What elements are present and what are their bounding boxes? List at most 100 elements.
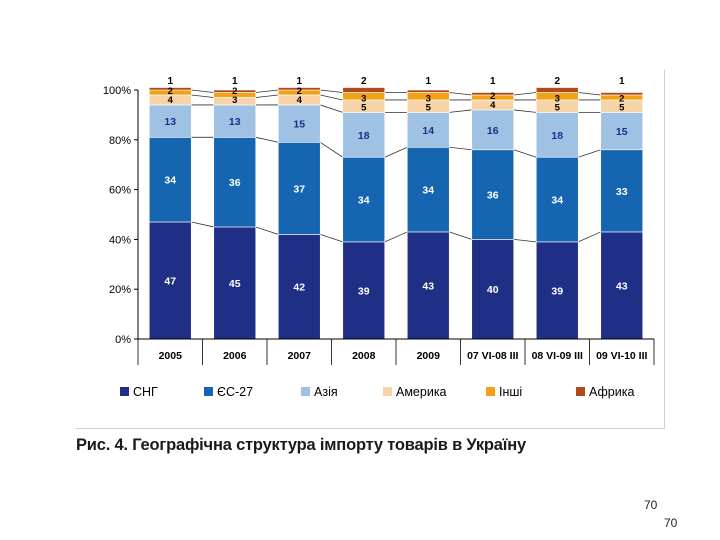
data-label: 1 bbox=[232, 76, 238, 87]
y-tick-label: 80% bbox=[109, 135, 131, 147]
data-label: 13 bbox=[229, 116, 241, 128]
connector-line bbox=[255, 89, 279, 93]
bar-segment bbox=[600, 112, 644, 151]
bar-segment bbox=[535, 156, 579, 243]
y-tick-label: 20% bbox=[109, 284, 131, 296]
connector-line bbox=[513, 92, 537, 96]
legend-label: Азія bbox=[314, 385, 338, 399]
data-label: 1 bbox=[167, 76, 173, 87]
bar-segment bbox=[213, 226, 257, 340]
bar-segment bbox=[600, 149, 644, 233]
connector-line bbox=[384, 146, 408, 158]
bar-segment bbox=[600, 92, 644, 96]
bar-segment bbox=[148, 104, 192, 138]
legend-swatch bbox=[486, 387, 495, 396]
bar-segment bbox=[148, 137, 192, 223]
bar-segment bbox=[406, 146, 450, 233]
data-label: 3 bbox=[555, 93, 560, 104]
connector-line bbox=[191, 89, 214, 93]
connector-line bbox=[449, 109, 472, 113]
bar-segment bbox=[342, 112, 386, 158]
data-label: 1 bbox=[296, 76, 302, 87]
data-label: 43 bbox=[422, 280, 434, 292]
legend-swatch bbox=[301, 387, 310, 396]
data-label: 2 bbox=[297, 86, 302, 97]
bar-segment bbox=[471, 109, 515, 151]
connector-line bbox=[191, 94, 214, 98]
bar-segment bbox=[535, 241, 579, 340]
data-label: 2 bbox=[232, 86, 237, 97]
bar-segment bbox=[148, 221, 192, 340]
bar-segment bbox=[213, 104, 257, 138]
bar-segment bbox=[535, 112, 579, 158]
data-label: 39 bbox=[551, 285, 563, 297]
legend-label: СНГ bbox=[133, 385, 158, 399]
legend-swatch bbox=[120, 387, 129, 396]
data-label: 36 bbox=[487, 190, 499, 202]
data-label: 34 bbox=[422, 185, 434, 197]
page-number: 70 bbox=[644, 498, 658, 512]
data-label: 37 bbox=[293, 183, 305, 195]
data-label: 40 bbox=[487, 284, 499, 296]
data-label: 15 bbox=[293, 119, 305, 131]
data-label: 1 bbox=[425, 76, 431, 87]
bar-segment bbox=[148, 87, 192, 91]
data-label: 2 bbox=[361, 76, 367, 87]
data-label: 34 bbox=[358, 195, 370, 207]
legend-swatch bbox=[383, 387, 392, 396]
data-label: 34 bbox=[164, 175, 176, 187]
connector-line bbox=[513, 149, 537, 158]
data-label: 4 bbox=[490, 100, 496, 111]
bar-segment bbox=[471, 149, 515, 240]
data-label: 3 bbox=[361, 93, 366, 104]
data-label: 42 bbox=[293, 282, 305, 294]
data-label: 18 bbox=[551, 130, 563, 142]
x-tick-label: 2005 bbox=[159, 350, 183, 362]
data-label: 5 bbox=[619, 102, 625, 113]
x-tick-label: 2009 bbox=[417, 350, 441, 362]
bar-segment bbox=[535, 87, 579, 93]
data-label: 5 bbox=[555, 102, 561, 113]
connector-line bbox=[449, 231, 472, 240]
data-label: 2 bbox=[554, 76, 560, 87]
data-label: 2 bbox=[168, 86, 173, 97]
connector-line bbox=[255, 226, 279, 235]
x-tick-label: 2008 bbox=[352, 350, 376, 362]
x-tick-label: 2006 bbox=[223, 350, 247, 362]
figure-caption: Рис. 4. Географічна структура імпорту то… bbox=[76, 436, 526, 454]
data-label: 4 bbox=[297, 95, 303, 106]
connector-line bbox=[255, 136, 279, 143]
connector-line bbox=[320, 234, 343, 243]
bar-segment bbox=[406, 112, 450, 148]
connector-line bbox=[320, 94, 343, 101]
connector-line bbox=[320, 104, 343, 113]
connector-line bbox=[578, 92, 601, 96]
x-tick-label: 2007 bbox=[288, 350, 312, 362]
data-label: 1 bbox=[490, 76, 496, 87]
connector-line bbox=[513, 109, 537, 113]
connector-line bbox=[578, 231, 601, 243]
connector-line bbox=[449, 92, 472, 96]
y-tick-label: 60% bbox=[109, 185, 131, 197]
data-label: 13 bbox=[164, 116, 176, 128]
chart-frame: 0% 20% 40% 60% 80% 100% 47 34 13 4 2 1 2005 45 36 13 3 2 1… bbox=[76, 70, 665, 429]
data-label: 3 bbox=[232, 95, 237, 106]
y-tick-label: 40% bbox=[109, 234, 131, 246]
data-label: 1 bbox=[619, 76, 625, 87]
legend-label: Америка bbox=[396, 385, 447, 399]
data-label: 18 bbox=[358, 130, 370, 142]
bar-segment bbox=[342, 241, 386, 340]
data-label: 39 bbox=[358, 285, 370, 297]
legend-label: Інші bbox=[499, 385, 522, 399]
legend-swatch bbox=[204, 387, 213, 396]
bar-segment bbox=[213, 137, 257, 228]
bar-segment bbox=[277, 87, 321, 91]
bar-segment bbox=[471, 239, 515, 340]
bar-segment bbox=[213, 89, 257, 93]
data-label: 34 bbox=[551, 195, 563, 207]
legend-swatch bbox=[576, 387, 585, 396]
bar-segment bbox=[342, 156, 386, 243]
connector-line bbox=[513, 239, 537, 243]
connector-line bbox=[384, 231, 408, 243]
legend-label: Африка bbox=[589, 385, 634, 399]
